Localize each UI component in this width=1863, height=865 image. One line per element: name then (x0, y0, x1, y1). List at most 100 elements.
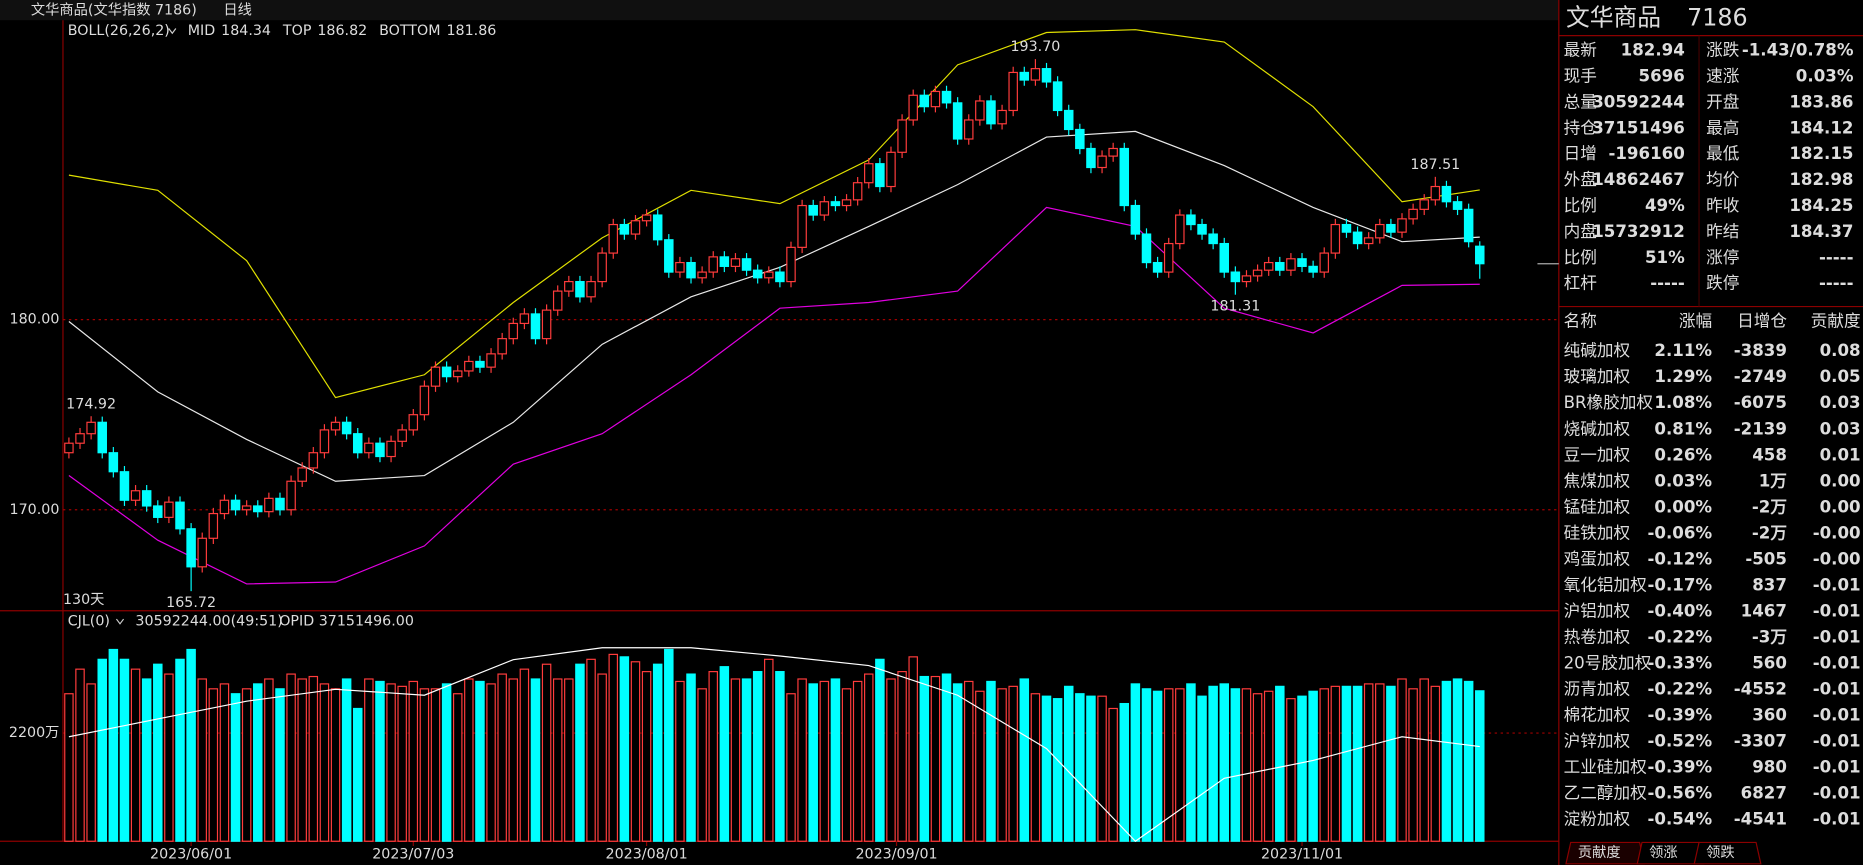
candle-body (1063, 109, 1074, 131)
volume-bar (1008, 685, 1018, 842)
candle-body (119, 471, 130, 501)
volume-bar (1408, 688, 1418, 842)
candle-body (230, 499, 241, 511)
table-cell: 0.00 (1820, 497, 1861, 516)
volume-bar (752, 671, 763, 842)
candle-body (608, 223, 619, 254)
volume-bar (164, 673, 174, 842)
table-cell: 工业硅加权 (1564, 758, 1647, 777)
table-cell: 1.08% (1654, 393, 1712, 412)
table-cell: 980 (1752, 758, 1787, 777)
candle-body (486, 353, 496, 368)
candle-body (652, 214, 663, 241)
table-cell: 360 (1752, 706, 1787, 725)
volume-bar (808, 683, 818, 842)
candle-body (1119, 147, 1130, 207)
candle-body (575, 281, 585, 298)
candle-body (297, 467, 307, 482)
candle-body (764, 271, 774, 279)
x-tick-label: 2023/11/01 (1261, 846, 1343, 862)
candle-body (86, 421, 96, 435)
volume-bar (452, 693, 463, 842)
candle-body (241, 505, 252, 511)
table-cell: -505 (1745, 549, 1787, 568)
candle-body (1308, 265, 1318, 273)
volume-bar (241, 688, 252, 842)
volume-bar (963, 680, 974, 842)
tab-label[interactable]: 贡献度 (1578, 844, 1621, 861)
volume-bar (530, 678, 541, 842)
volume-bar (1475, 690, 1485, 842)
volume-bar (919, 675, 930, 842)
volume-bar (786, 693, 796, 842)
volume-bar (364, 678, 374, 842)
volume-bar (597, 673, 607, 842)
candle-body (464, 360, 474, 372)
legend-value: 184.34 (221, 23, 271, 39)
candle-body (564, 281, 574, 292)
quote-value: 0.03% (1796, 66, 1854, 85)
volume-bar (197, 678, 207, 842)
volume-bar (1452, 678, 1463, 842)
table-cell: -0.52% (1648, 732, 1713, 751)
volume-bar (830, 678, 841, 842)
candle-body (597, 252, 607, 283)
candle-body (175, 501, 185, 530)
table-cell: -0.01 (1813, 653, 1861, 672)
candle-body (986, 100, 996, 125)
table-cell: 0.08 (1820, 341, 1861, 360)
volume-bar (264, 678, 274, 842)
volume-bar (397, 685, 407, 842)
candle-body (1286, 258, 1296, 271)
y-tick-label: 2200万 (9, 725, 60, 741)
candle-body (1386, 223, 1396, 233)
volume-bar (797, 678, 807, 842)
tab[interactable] (1693, 841, 1762, 865)
quote-value: 184.12 (1789, 118, 1853, 137)
candle-body (164, 501, 174, 518)
volume-bar (741, 678, 752, 842)
volume-bar (186, 648, 196, 842)
table-cell: 0.03 (1820, 393, 1861, 412)
candle-body (364, 442, 374, 454)
table-cell: -0.01 (1813, 810, 1861, 829)
quote-label: 现手 (1564, 66, 1597, 85)
volume-bar (652, 663, 663, 842)
table-cell: -0.54% (1648, 810, 1713, 829)
y-tick-label: 170.00 (10, 502, 60, 518)
candle-body (475, 360, 485, 368)
candle-body (319, 429, 330, 454)
volume-bar (464, 678, 474, 842)
legend-name: BOTTOM (379, 23, 440, 39)
table-cell: -2139 (1734, 419, 1787, 438)
tab-label[interactable]: 领涨 (1649, 844, 1678, 861)
candle-body (1419, 199, 1429, 210)
volume-bar (1375, 683, 1385, 842)
dropdown-icon (115, 618, 125, 625)
volume-bar (697, 688, 707, 842)
candle-body (1019, 71, 1030, 81)
volume-bar (608, 653, 619, 842)
volume-bar (1341, 685, 1352, 842)
candle-body (108, 452, 119, 473)
volume-bar (308, 675, 319, 842)
table-cell: 1.29% (1654, 367, 1712, 386)
candle-body (919, 94, 930, 108)
volume-bar (1141, 688, 1152, 842)
table-cell: -0.39% (1648, 758, 1713, 777)
volume-bar (1219, 683, 1230, 842)
legend-value: 181.86 (446, 23, 496, 39)
candle-body (1441, 185, 1452, 203)
table-cell: 0.05 (1820, 367, 1861, 386)
candle-body (1430, 185, 1441, 201)
volume-bar (1308, 690, 1318, 842)
candle-body (519, 313, 530, 325)
candle-body (719, 256, 730, 267)
candle-body (1163, 242, 1174, 273)
tab-label[interactable]: 领跌 (1706, 844, 1735, 861)
candle-body (1408, 208, 1418, 220)
period-selector[interactable]: 日线 (223, 2, 252, 19)
x-tick-label: 2023/09/01 (855, 846, 937, 862)
candle-body (1319, 252, 1329, 273)
volume-bar (1175, 688, 1185, 842)
